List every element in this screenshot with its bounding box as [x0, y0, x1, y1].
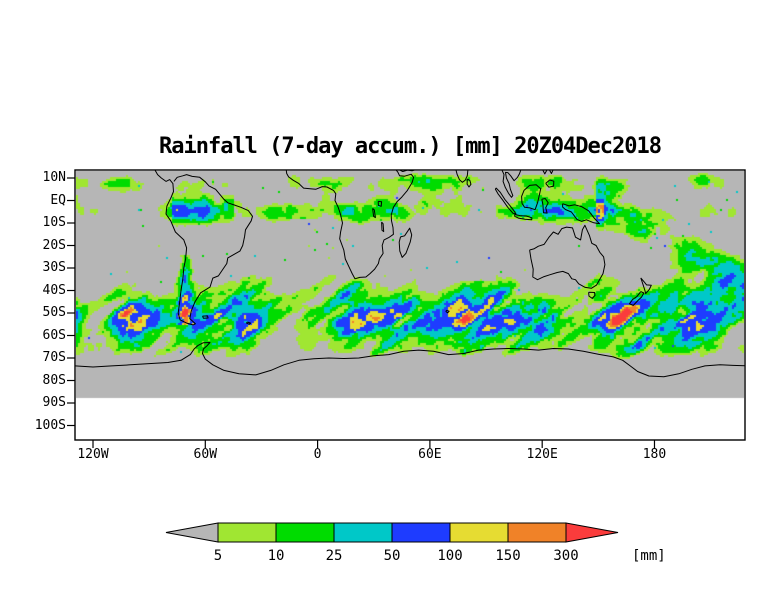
colorbar-bin	[449, 522, 509, 543]
coastline-india	[455, 170, 469, 183]
coastline-mindanao	[545, 179, 555, 188]
coastline-kerguelen	[445, 309, 450, 314]
coastline-south_georgia	[246, 321, 252, 325]
coastline-borneo	[521, 184, 542, 211]
coastline-africa	[285, 170, 415, 280]
coastline-tasmania	[588, 291, 596, 299]
colorbar-above-arrow	[565, 522, 619, 543]
coastline-lake_victoria	[377, 200, 383, 207]
coastline-nz_north	[640, 277, 652, 295]
coastlines	[75, 170, 745, 378]
colorbar-bin	[217, 522, 277, 543]
coastline-luzon_sliver	[542, 170, 548, 175]
coastline-nz_south	[628, 291, 645, 306]
coastline-samar_sliver	[548, 170, 554, 174]
colorbar-below-arrow	[165, 522, 219, 543]
coastline-sri_lanka	[466, 178, 472, 188]
colorbar	[165, 522, 619, 543]
coastline-lake_tanganyika	[372, 208, 376, 219]
colorbar-bin	[333, 522, 393, 543]
coastline-sulawesi	[541, 198, 549, 214]
coastline-new_guinea	[562, 203, 600, 225]
coastline-indochina_malaya	[501, 170, 522, 198]
chart-title: Rainfall (7-day accum.) [mm] 20Z04Dec201…	[158, 134, 662, 159]
coastline-sumatra	[494, 187, 517, 215]
coastline-lake_malawi	[381, 221, 385, 233]
colorbar-bin	[275, 522, 335, 543]
colorbar-bin	[391, 522, 451, 543]
coastline-south_america	[154, 170, 253, 326]
coastline-falkland	[202, 315, 209, 319]
coastline-antarctica	[75, 342, 745, 378]
colorbar-bin	[507, 522, 567, 543]
coastline-java	[514, 213, 533, 221]
coastline-australia	[529, 224, 606, 289]
coastline-madagascar	[398, 227, 413, 258]
map-frame	[74, 169, 746, 441]
